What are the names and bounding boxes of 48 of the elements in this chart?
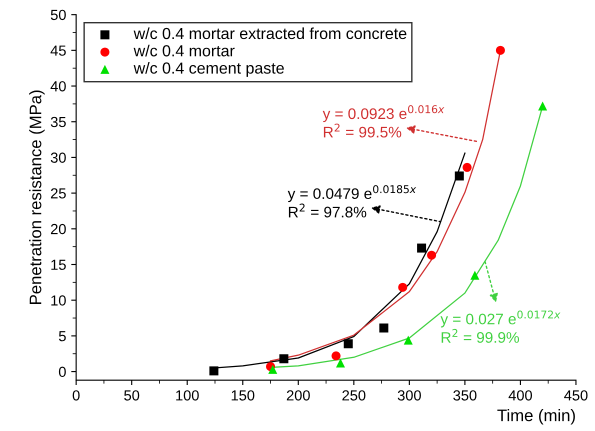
annotation: y = 0.0479 e$^{0.0185x}$ (288, 185, 416, 202)
legend-label: w/c 0.4 mortar (134, 44, 235, 56)
y-tick-label: 10 (51, 295, 66, 306)
annotation: y = 0.027 e$^{0.0172x}$ (440, 310, 560, 328)
point (538, 102, 548, 111)
y-tick-label: 40 (50, 81, 66, 92)
x-tick-label: 200 (286, 390, 310, 401)
x-axis-title: Time (min) (497, 409, 575, 425)
point (427, 250, 436, 260)
legend-label: w/c 0.4 mortar extracted from concrete (134, 27, 406, 40)
point (279, 354, 288, 364)
y-tick-label: 35 (50, 116, 66, 128)
point (209, 366, 218, 376)
x-tick-label: 450 (564, 390, 588, 401)
x-tick-label: 100 (176, 390, 199, 401)
annotation: R$^{2}$ = 97.8% (288, 204, 366, 218)
point (470, 270, 480, 280)
x-tick-label: 0 (72, 390, 80, 401)
y-tick-label: 25 (50, 188, 66, 199)
point (344, 339, 353, 348)
y-tick-label: 0 (58, 366, 66, 378)
y-tick-label: 15 (51, 260, 66, 270)
x-tick-label: 350 (453, 390, 476, 401)
point (454, 171, 464, 180)
y-tick-label: 5 (58, 331, 66, 342)
x-tick-label: 150 (232, 390, 254, 401)
point (379, 324, 388, 333)
x-tick-label: 250 (342, 390, 366, 401)
annotation: R$^{2}$ = 99.5% (324, 124, 402, 138)
x-tick-label: 300 (398, 390, 421, 401)
point (336, 358, 345, 368)
point (462, 162, 472, 172)
point (398, 282, 408, 292)
legend-label: w/c 0.4 cement paste (134, 62, 284, 77)
x-tick-label: 50 (124, 390, 140, 401)
point (404, 336, 413, 345)
point (332, 351, 341, 360)
point (417, 244, 426, 253)
y-tick-label: 45 (50, 46, 66, 56)
annotation: y = 0.0923 e$^{0.016x}$ (322, 105, 444, 122)
point (496, 46, 505, 55)
y-axis-title: Penetration resistance (MPa) (29, 90, 45, 304)
y-tick-label: 50 (50, 10, 66, 20)
x-tick-label: 400 (508, 390, 532, 401)
y-tick-label: 20 (50, 224, 66, 234)
y-tick-label: 30 (50, 152, 66, 163)
annotation: R$^{2}$ = 99.9% (442, 328, 520, 343)
point (268, 364, 278, 374)
